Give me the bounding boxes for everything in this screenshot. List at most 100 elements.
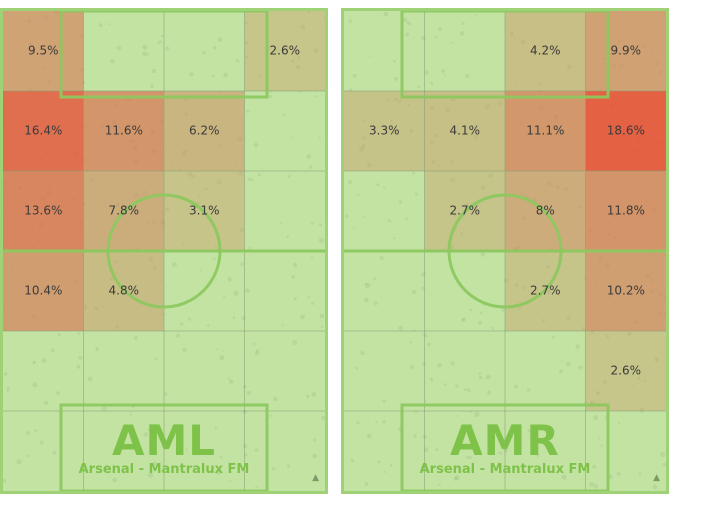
texture-dot — [417, 85, 421, 89]
texture-dot — [487, 390, 492, 395]
cell-value-label: 6.2% — [189, 124, 220, 138]
texture-dot — [473, 134, 479, 140]
texture-dot — [233, 290, 239, 296]
texture-dot — [307, 11, 311, 14]
texture-dot — [464, 202, 469, 207]
texture-dot — [348, 19, 352, 23]
texture-dot — [453, 212, 458, 217]
texture-dot — [464, 388, 467, 391]
texture-dot — [269, 414, 272, 417]
texture-dot — [376, 183, 380, 187]
texture-dot — [468, 390, 471, 393]
texture-dot — [561, 259, 564, 261]
texture-dot — [491, 326, 495, 330]
heat-cell — [585, 91, 666, 171]
texture-dot — [497, 101, 502, 106]
texture-dot — [297, 56, 301, 59]
texture-dot — [84, 307, 87, 310]
heat-cell — [585, 331, 666, 411]
heatmap-svg-aml: 9.5% 2.6% 16.4% 11.6% 6.2% 13.6% 7.8% 3.1% 10.4%… — [3, 11, 325, 491]
texture-dot — [393, 59, 396, 63]
texture-dot — [78, 366, 81, 369]
heat-cell — [505, 11, 586, 91]
texture-dot — [474, 411, 480, 417]
texture-dot — [430, 81, 434, 85]
texture-dot — [52, 450, 57, 455]
texture-dot — [198, 194, 201, 197]
texture-dot — [421, 272, 426, 277]
texture-dot — [527, 429, 532, 433]
texture-dot — [616, 472, 621, 476]
texture-dot — [434, 35, 438, 39]
texture-dot — [412, 171, 415, 175]
texture-dot — [148, 427, 152, 432]
texture-dot — [115, 325, 120, 329]
texture-dot — [345, 214, 349, 218]
texture-dot — [589, 401, 592, 404]
texture-dot — [454, 475, 460, 480]
texture-dot — [101, 406, 107, 412]
texture-dot — [250, 178, 254, 182]
texture-dot — [357, 193, 360, 197]
texture-dot — [217, 180, 222, 185]
texture-dot — [223, 72, 229, 78]
texture-dot — [26, 431, 31, 435]
texture-dot — [213, 258, 216, 261]
texture-dot — [589, 482, 594, 487]
texture-dot — [294, 264, 298, 268]
texture-dot — [152, 461, 157, 466]
texture-dot — [498, 451, 501, 454]
texture-dot — [559, 369, 563, 374]
texture-dot — [112, 477, 117, 483]
texture-dot — [590, 330, 595, 335]
texture-dot — [311, 222, 314, 225]
texture-dot — [405, 217, 408, 221]
texture-dot — [135, 438, 140, 443]
texture-dot — [383, 470, 386, 473]
texture-dot — [283, 113, 286, 117]
texture-dot — [151, 68, 157, 74]
texture-dot — [386, 98, 390, 102]
texture-dot — [450, 41, 453, 44]
texture-dot — [373, 301, 378, 306]
texture-dot — [424, 70, 429, 75]
texture-dot — [352, 73, 357, 78]
texture-dot — [286, 235, 290, 239]
texture-dot — [272, 396, 278, 402]
texture-dot — [413, 434, 417, 438]
texture-dot — [240, 262, 245, 266]
texture-dot — [450, 361, 455, 366]
texture-dot — [465, 455, 469, 459]
texture-dot — [600, 444, 603, 447]
texture-dot — [518, 306, 522, 310]
texture-dot — [450, 177, 455, 183]
texture-dot — [245, 41, 249, 45]
texture-dot — [444, 107, 450, 113]
texture-dot — [187, 317, 192, 321]
texture-dot — [310, 256, 314, 259]
texture-dot — [652, 484, 658, 490]
texture-dot — [34, 429, 37, 432]
texture-dot — [272, 467, 276, 471]
texture-dot — [229, 379, 234, 384]
texture-dot — [154, 357, 158, 361]
texture-dot — [375, 421, 378, 424]
texture-dot — [87, 376, 93, 382]
penalty-box-bottom — [59, 403, 269, 491]
texture-dot — [280, 221, 283, 224]
texture-dot — [254, 350, 260, 356]
texture-dot — [256, 349, 259, 353]
texture-dot — [259, 74, 262, 77]
cell-value-label: 11.1% — [526, 124, 564, 138]
texture-dot — [480, 185, 486, 190]
texture-dot — [185, 448, 188, 451]
texture-dot — [323, 16, 325, 19]
texture-dot — [206, 324, 210, 327]
texture-dot — [247, 178, 251, 181]
texture-dot — [321, 416, 325, 421]
texture-dot — [315, 95, 318, 98]
texture-dot — [319, 313, 325, 319]
heat-cell — [164, 91, 245, 171]
texture-dot — [514, 85, 517, 87]
texture-dot — [293, 262, 297, 267]
